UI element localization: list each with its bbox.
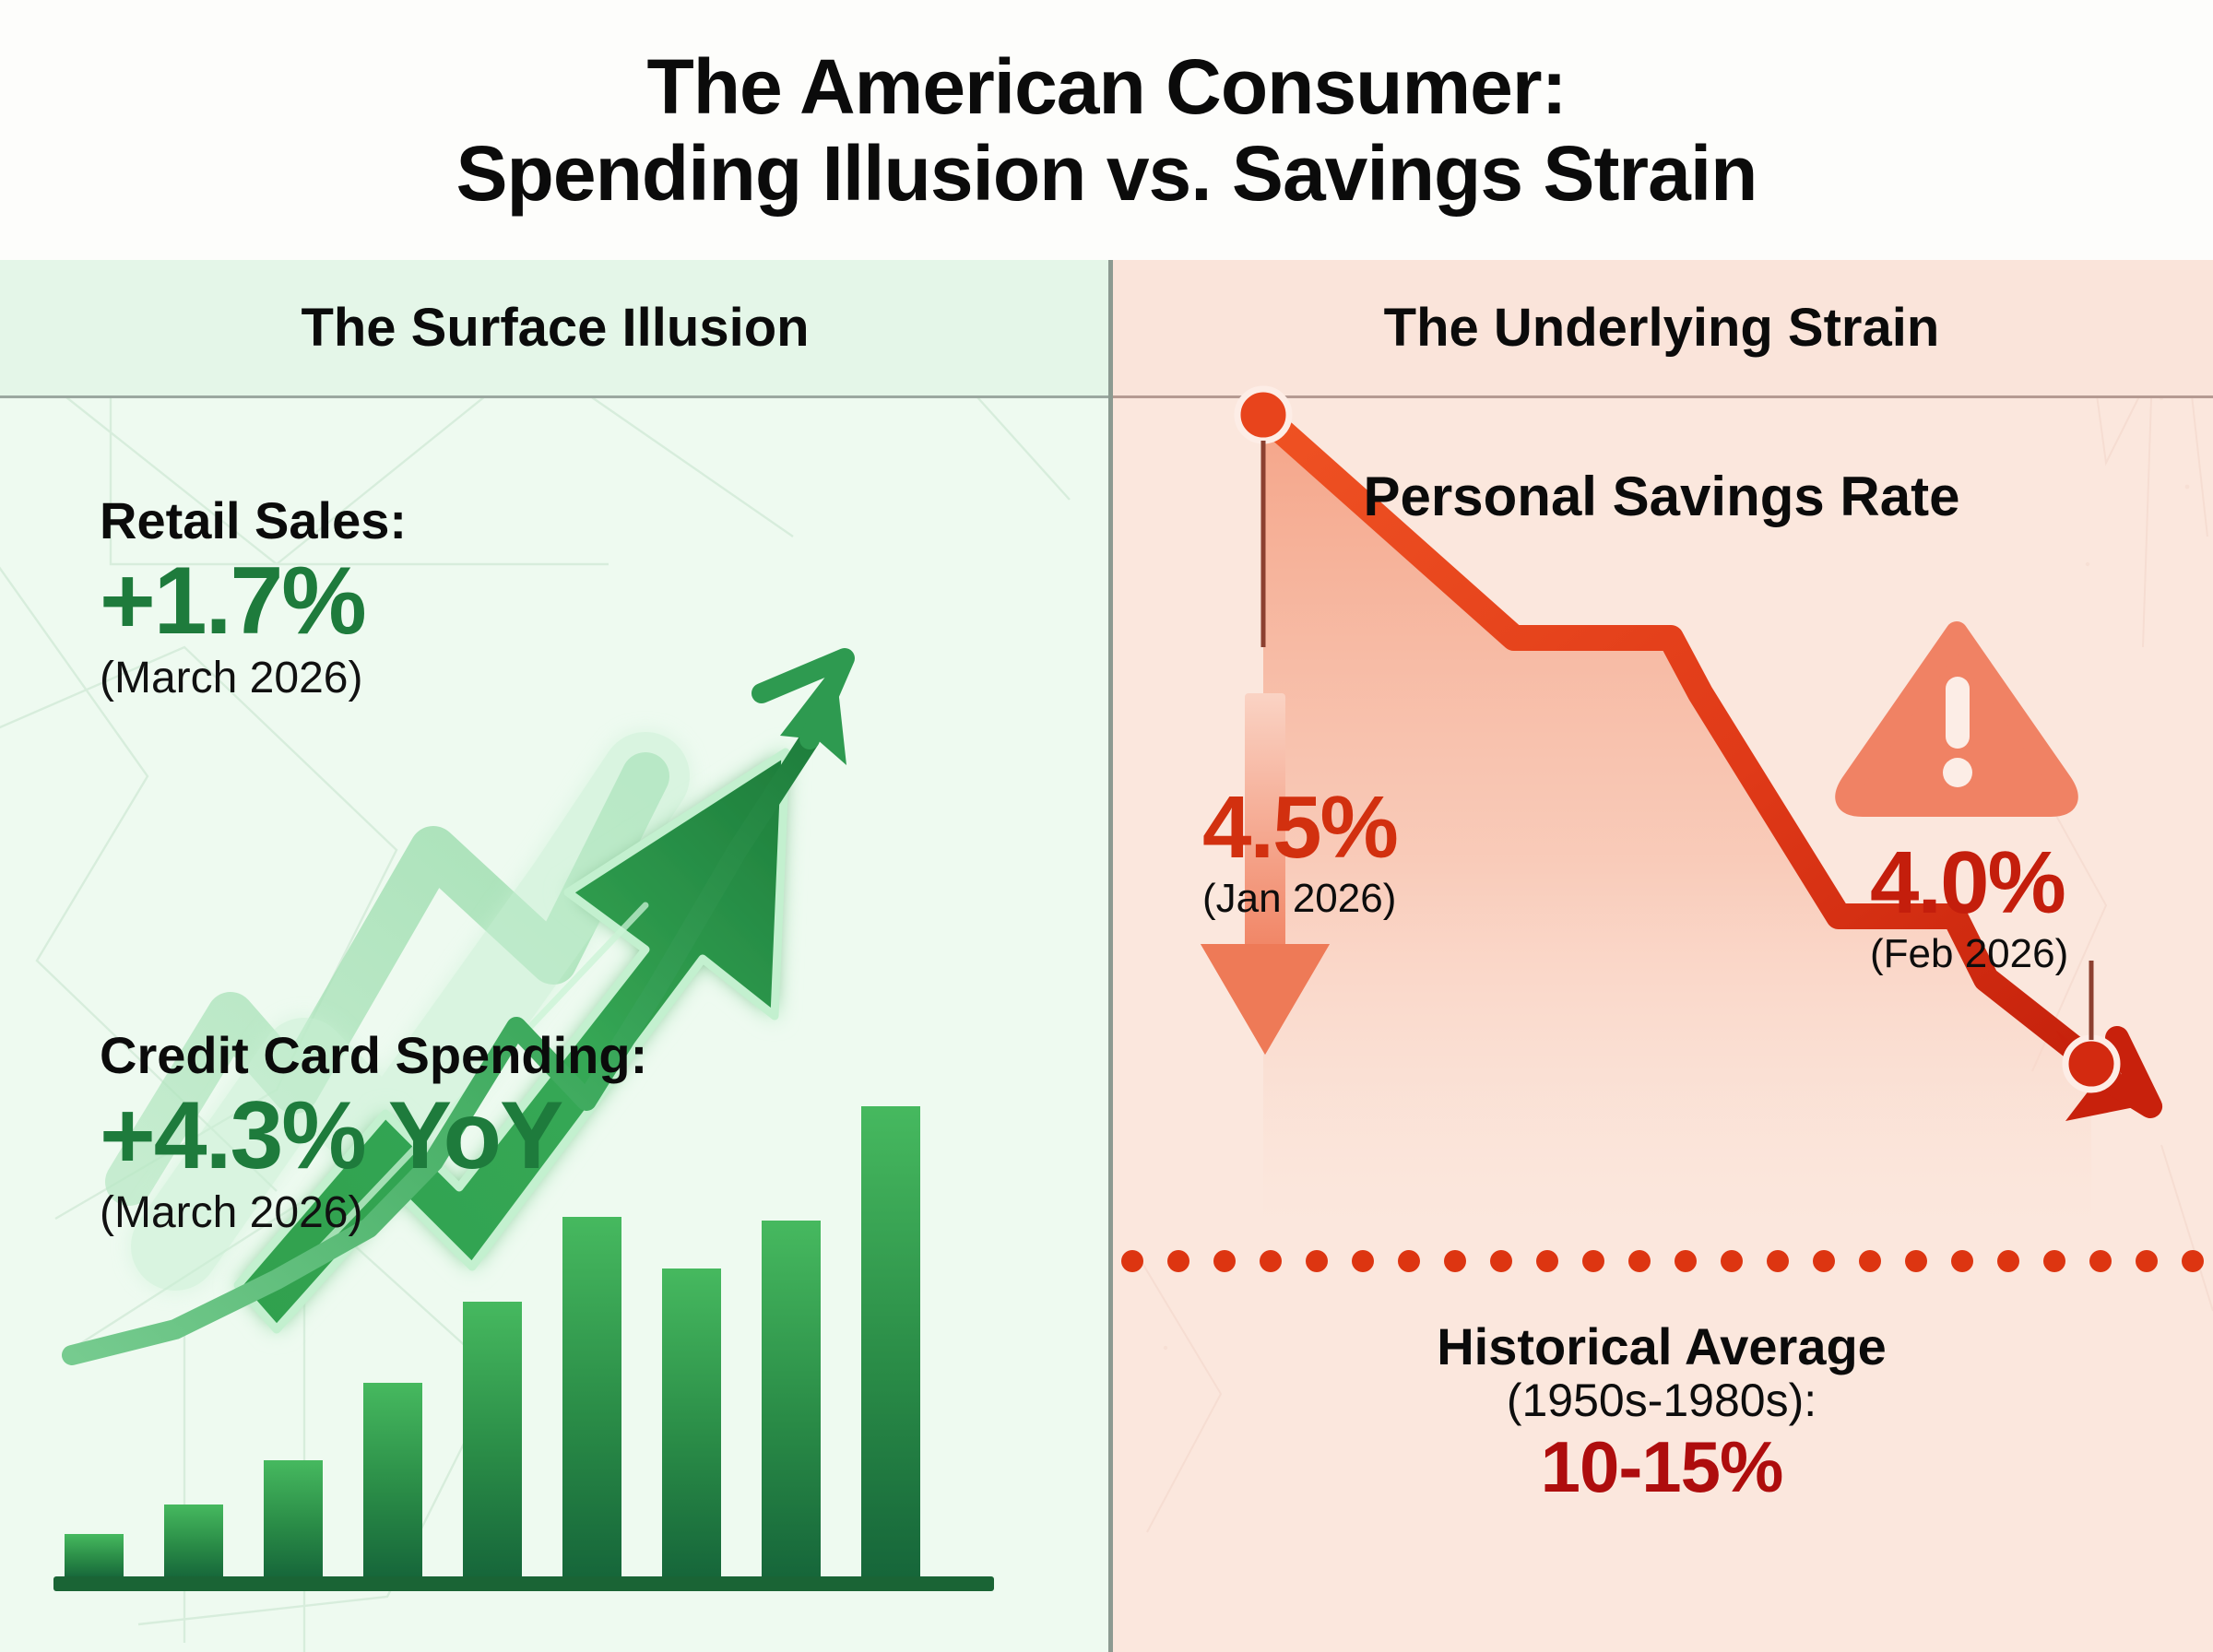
historical-average-block: Historical Average (1950s-1980s): 10-15% [1110, 1317, 2213, 1507]
retail-sales-value: +1.7% [100, 547, 367, 655]
warning-triangle-icon [1835, 621, 2078, 817]
savings-start-value: 4.5% [1202, 778, 1399, 877]
downward-trend-arrow [1201, 693, 1330, 1055]
right-panel-header: The Underlying Strain [1110, 260, 2213, 398]
personal-savings-rate-title: Personal Savings Rate [1363, 466, 1960, 527]
personal-savings-rate-chart [1121, 385, 2204, 1272]
savings-start-period: (Jan 2026) [1202, 876, 1397, 921]
retail-sales-label: Retail Sales: [100, 491, 408, 549]
right-panel-header-text: The Underlying Strain [1383, 298, 1940, 358]
credit-card-spending-period: (March 2026) [100, 1187, 363, 1237]
savings-start-callout: 4.5% (Jan 2026) [1202, 778, 1399, 922]
page-title-line-2: Spending Illusion vs. Savings Strain [456, 130, 1758, 217]
title-bar: The American Consumer: Spending Illusion… [0, 0, 2213, 260]
credit-card-spending-stat: Credit Card Spending: +4.3% YoY (March 2… [100, 1027, 647, 1238]
credit-card-spending-chart [53, 648, 994, 1591]
historical-average-title: Historical Average [1437, 1317, 1887, 1375]
historical-average-dotted-line [1121, 1250, 2204, 1272]
savings-end-period: (Feb 2026) [1870, 931, 2069, 976]
panels-container: The Surface Illusion Retail Sales: +1.7%… [0, 260, 2213, 1652]
credit-card-spending-value: +4.3% YoY [100, 1081, 563, 1189]
panel-underlying-strain: The Underlying Strain Personal Savings R… [1110, 260, 2213, 1652]
historical-average-value: 10-15% [1540, 1425, 1784, 1507]
savings-end-callout: 4.0% (Feb 2026) [1870, 839, 2068, 977]
credit-card-spending-label: Credit Card Spending: [100, 1026, 648, 1084]
panel-surface-illusion: The Surface Illusion Retail Sales: +1.7%… [0, 260, 1110, 1652]
retail-sales-stat: Retail Sales: +1.7% (March 2026) [100, 492, 407, 703]
panel-divider [1108, 260, 1113, 1652]
savings-end-value: 4.0% [1870, 833, 2066, 932]
historical-average-period: (1950s-1980s): [1506, 1374, 1817, 1426]
retail-sales-period: (March 2026) [100, 653, 363, 702]
left-panel-header-text: The Surface Illusion [301, 298, 810, 358]
left-panel-header: The Surface Illusion [0, 260, 1110, 398]
page-title-line-1: The American Consumer: [646, 42, 1567, 130]
